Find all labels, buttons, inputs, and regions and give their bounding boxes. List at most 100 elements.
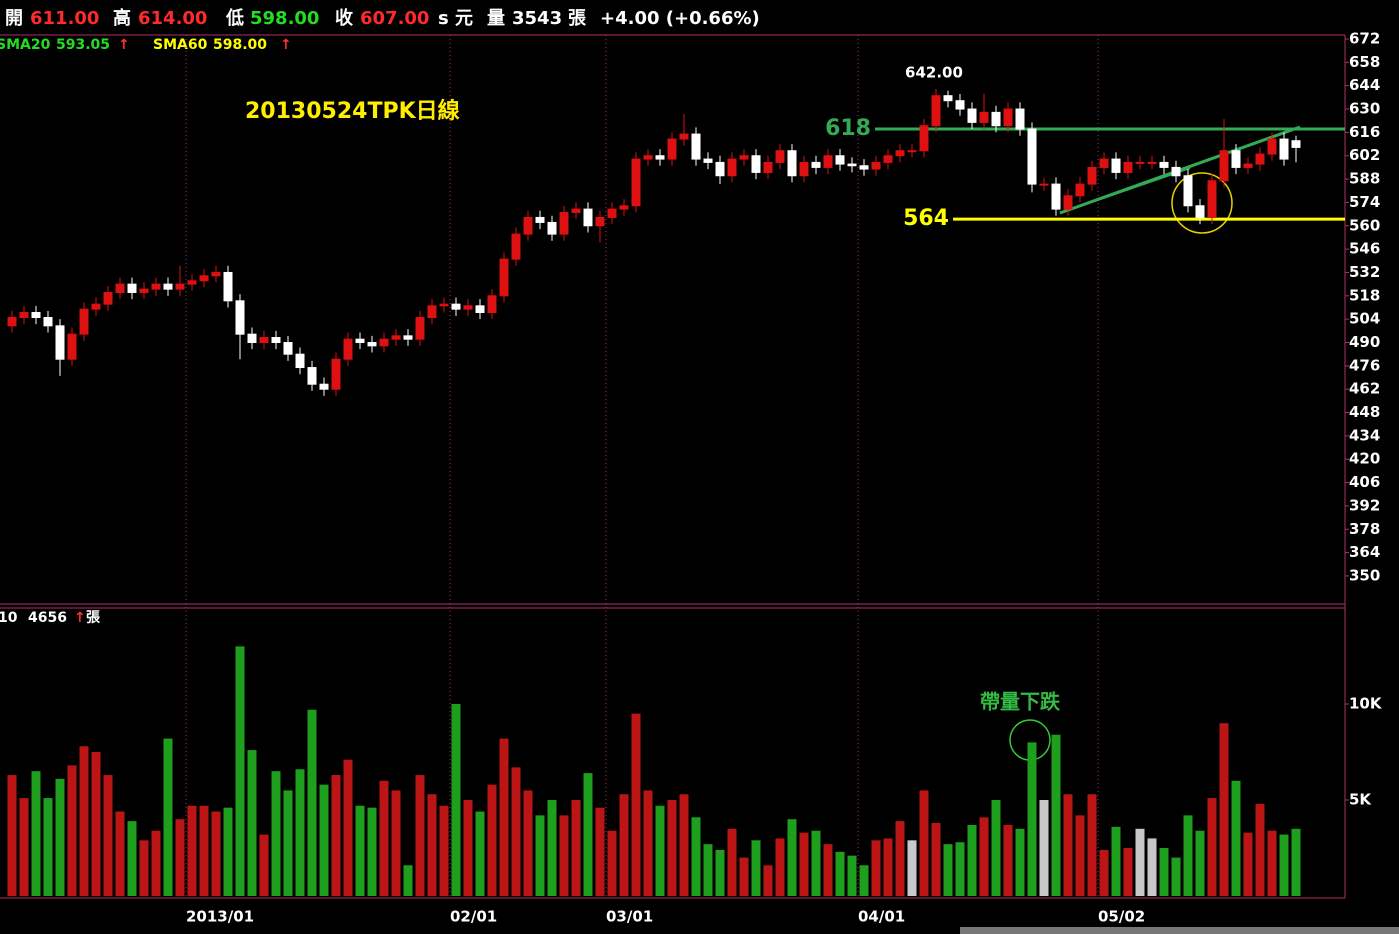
volume-bar [1147,838,1157,896]
candle-body [835,155,845,165]
volume-bar [847,855,857,896]
header-label: 低 [225,7,244,29]
candle-body [775,150,785,163]
volume-bar [235,646,245,896]
header-volume-label: 量 [487,7,505,29]
volume-y-tick-label: 10K [1349,695,1383,713]
legend-arrow: ↑ [118,37,130,53]
high-label: 642.00 [905,64,963,82]
volume-annotation: 帶量下跌 [980,690,1061,714]
candle-body [751,155,761,173]
volume-bar [979,817,989,896]
candle-body [1063,195,1073,210]
candle-body [907,150,917,153]
x-tick-label: 03/01 [606,908,653,926]
candle-body [259,337,269,344]
candle-body [451,303,461,310]
volume-bar [187,805,197,896]
candle-body [211,271,221,277]
volume-bar [1195,830,1205,896]
candle-body [247,333,257,344]
legend-arrow: ↑ [280,37,292,53]
candle-body [523,216,533,235]
candle-body [415,316,425,340]
candle-body [1147,161,1157,164]
volume-bar [823,844,833,896]
volume-bar [943,844,953,896]
volume-bar [511,767,521,896]
volume-bar [571,800,581,896]
volume-bar [559,815,569,896]
y-tick-label: 546 [1349,240,1380,258]
y-tick-label: 392 [1349,496,1380,514]
candle-body [1051,183,1061,210]
candle-body [475,305,485,313]
candle-body [295,353,305,369]
volume-bar [211,811,221,896]
candle-body [1123,161,1133,173]
volume-bar [1039,800,1049,896]
y-tick-label: 476 [1349,356,1380,374]
candle-body [151,283,161,290]
volume-bar [991,800,1001,896]
header-label: 開 [5,8,23,29]
volume-legend-arrow: ↑ [74,610,86,626]
volume-bar [883,838,893,896]
legend-name: SMA60 [153,37,208,53]
candle-body [739,155,749,160]
candle-body [43,316,53,327]
x-tick-label: 05/02 [1098,908,1145,926]
candle-body [859,165,869,170]
volume-legend-unit: 張 [86,610,101,626]
volume-bar [631,713,641,896]
volume-legend-name: 10 [0,610,18,626]
volume-bar [343,759,353,896]
volume-bar [751,840,761,896]
reference-label: 618 [825,116,871,141]
y-tick-label: 588 [1349,170,1380,188]
volume-bar [31,771,41,896]
candle-body [1267,138,1277,155]
volume-bar [43,798,53,896]
candle-body [931,95,941,127]
volume-bar [475,811,485,896]
y-tick-label: 378 [1349,520,1380,538]
candle-body [343,338,353,360]
candle-body [667,138,677,160]
candle-body [1003,108,1013,127]
header-value: 611.00 [30,8,99,29]
candle-body [31,311,41,318]
y-tick-label: 448 [1349,403,1380,421]
candle-body [379,338,389,347]
candle-body [811,161,821,168]
volume-bar [1063,794,1073,896]
volume-bar [643,790,653,896]
volume-bar [703,844,713,896]
candle-body [595,216,605,227]
y-tick-label: 616 [1349,123,1380,141]
candle-body [991,111,1001,127]
candle-body [1279,138,1289,160]
volume-bar [871,840,881,896]
volume-y-tick-label: 5K [1349,791,1372,809]
volume-legend-value: 4656 [28,610,67,626]
volume-bar [727,828,737,896]
volume-bar [1027,742,1037,896]
candle-body [139,288,149,293]
candle-body [1183,175,1193,207]
volume-bar [691,817,701,896]
header-value: 614.00 [138,8,207,29]
volume-bar [919,790,929,896]
candle-body [979,111,989,123]
candle-body [1027,128,1037,185]
header-value: 598.00 [250,8,319,29]
candle-body [463,305,473,310]
candle-body [439,303,449,307]
volume-bar [1171,857,1181,896]
volume-bar [1267,830,1277,896]
header-label: 高 [113,7,131,29]
candle-body [1255,153,1265,165]
x-tick-label: 04/01 [858,908,905,926]
